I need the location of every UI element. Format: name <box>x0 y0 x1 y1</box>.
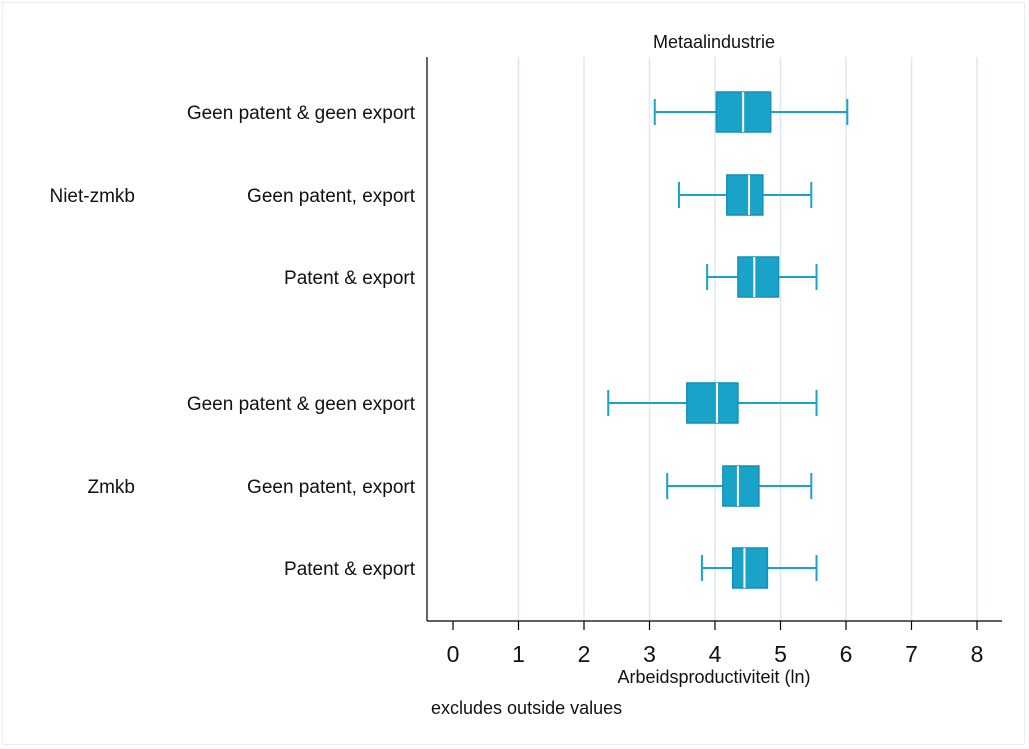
chart-note: excludes outside values <box>431 698 622 718</box>
category-label: Geen patent, export <box>247 477 416 498</box>
category-label: Geen patent & geen export <box>187 103 416 124</box>
y-axis-labels: Niet-zmkb Geen patent & geen export Geen p… <box>49 103 415 580</box>
category-label: Patent & export <box>284 268 416 289</box>
x-tick-label: 6 <box>840 641 853 667</box>
iqr-box <box>686 382 739 424</box>
category-label: Patent & export <box>284 559 416 580</box>
x-tick-label: 0 <box>447 641 460 667</box>
box-plot-item <box>666 465 813 507</box>
x-tick-label: 3 <box>643 641 656 667</box>
x-axis-label: Arbeidsproductiviteit (ln) <box>617 667 810 687</box>
box-plot-item <box>700 547 818 589</box>
group-label: Zmkb <box>88 477 136 498</box>
iqr-box <box>722 465 760 507</box>
x-tick-label: 2 <box>578 641 591 667</box>
iqr-box <box>737 256 780 298</box>
box-plot-item <box>706 256 818 298</box>
x-tick-label: 4 <box>709 641 722 667</box>
grid-lines <box>517 57 978 621</box>
category-label: Geen patent, export <box>247 186 416 207</box>
iqr-box <box>726 174 764 216</box>
box-plot-series <box>607 91 849 589</box>
chart-title: Metaalindustrie <box>653 32 775 52</box>
x-axis-ticks: 0 1 2 3 4 5 6 7 8 <box>447 621 984 667</box>
x-tick-label: 8 <box>971 641 984 667</box>
x-tick-label: 5 <box>774 641 787 667</box>
box-plot-item <box>653 91 849 133</box>
category-label: Geen patent & geen export <box>187 394 416 415</box>
iqr-box <box>731 547 769 589</box>
box-plot-item <box>677 174 813 216</box>
box-plot-item <box>607 382 818 424</box>
x-tick-label: 7 <box>905 641 918 667</box>
x-tick-label: 1 <box>512 641 525 667</box>
group-label: Niet-zmkb <box>49 186 135 207</box>
